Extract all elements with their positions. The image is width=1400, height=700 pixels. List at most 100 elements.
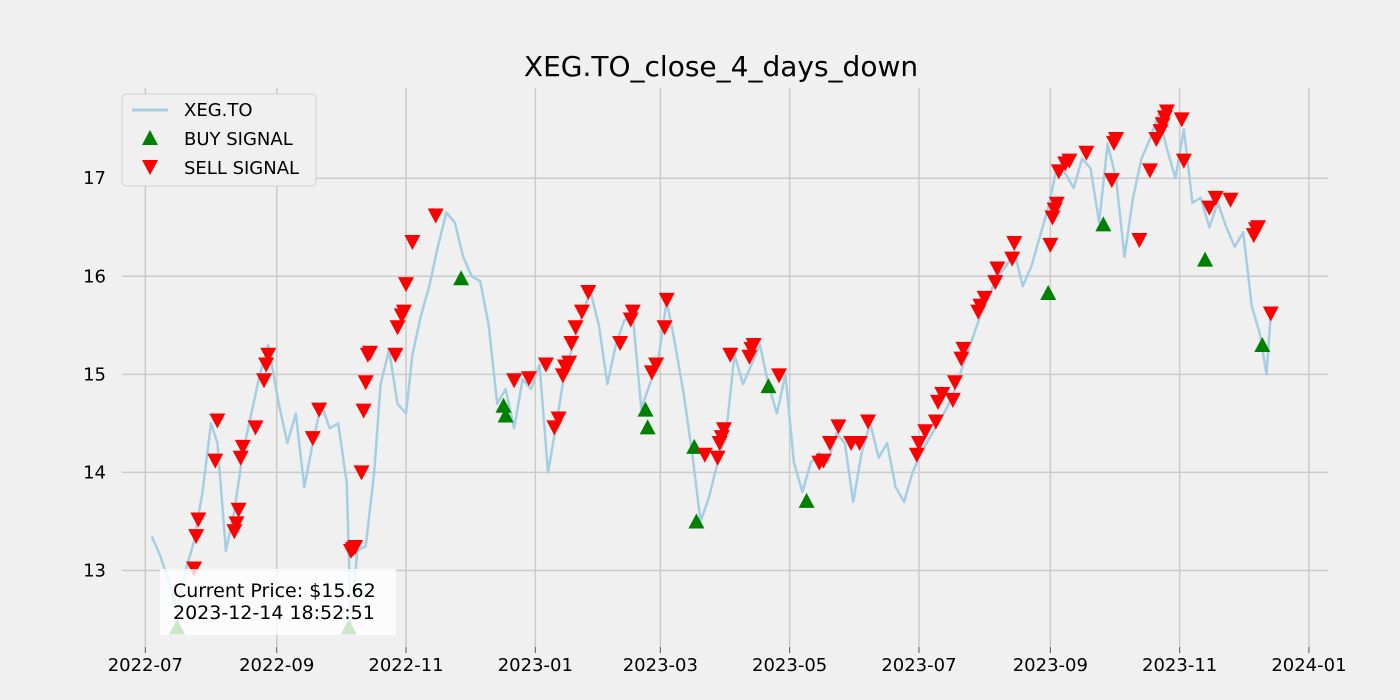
buy-signal-marker	[688, 513, 705, 529]
sell-signal-marker	[741, 349, 758, 365]
sell-signal-marker	[228, 516, 245, 532]
buy-signal-marker	[1095, 216, 1112, 232]
sell-signal-marker	[234, 439, 251, 455]
sell-signal-marker	[917, 424, 934, 440]
sell-signal-marker	[427, 208, 444, 224]
sell-signal-marker	[537, 357, 554, 373]
timestamp-label: 2023-12-14 18:52:51	[173, 602, 375, 624]
sell-signal-marker	[1201, 200, 1218, 216]
sell-signal-marker	[188, 529, 205, 545]
sell-signal-marker	[355, 403, 372, 419]
sell-signal-marker	[567, 320, 584, 336]
sell-signal-marker	[830, 419, 847, 435]
price-line	[150, 113, 1273, 626]
buy-signal-marker	[798, 492, 815, 508]
sell-signal-marker	[561, 355, 578, 371]
sell-signal-marker	[860, 414, 877, 430]
sell-signal-marker	[815, 453, 832, 469]
sell-signal-marker	[821, 436, 838, 452]
sell-signal-marker	[1250, 220, 1267, 236]
sell-signal-marker	[656, 320, 673, 336]
x-tick-label: 2023-09	[1013, 655, 1088, 676]
sell-signal-marker	[357, 375, 374, 391]
sell-signal-marker	[1173, 112, 1190, 128]
sell-signal-marker	[554, 368, 571, 384]
sell-signal-marker	[389, 320, 406, 336]
sell-signal-marker	[387, 347, 404, 363]
sell-signal-marker	[506, 373, 523, 389]
buy-signal-marker	[1254, 336, 1271, 352]
sell-signal-marker	[745, 337, 762, 353]
current-price-label: Current Price: $15.62	[173, 580, 376, 602]
sell-signal-marker	[624, 304, 641, 320]
sell-signal-marker	[361, 345, 378, 361]
sell-signal-marker	[580, 284, 597, 300]
x-tick-label: 2022-09	[239, 655, 314, 676]
legend-sell-marker	[142, 160, 158, 175]
buy-signal-marker	[495, 397, 512, 413]
buy-signal-marker	[1040, 284, 1057, 300]
legend-label-buy: BUY SIGNAL	[184, 129, 293, 150]
legend-label-sell: SELL SIGNAL	[184, 158, 299, 179]
y-tick-label: 15	[83, 364, 106, 385]
buy-signal-marker	[639, 419, 656, 435]
sell-signal-marker	[230, 502, 247, 518]
legend-box	[121, 93, 317, 187]
sell-signal-marker	[934, 386, 951, 402]
x-tick-label: 2024-01	[1271, 655, 1346, 676]
sell-signal-marker	[209, 413, 226, 429]
sell-signal-marker	[395, 304, 412, 320]
y-axis-ticks: 13 14 15 16 17	[83, 168, 106, 581]
sell-signal-marker	[1006, 235, 1023, 251]
sell-signal-marker	[1078, 145, 1095, 161]
sell-signal-marker	[1061, 153, 1078, 169]
sell-signal-marker	[550, 411, 567, 427]
sell-signal-marker	[304, 431, 321, 447]
legend-label-price: XEG.TO	[184, 100, 253, 121]
sell-signal-marker	[1222, 192, 1239, 208]
sell-signal-marker	[955, 341, 972, 357]
y-tick-label: 17	[83, 168, 106, 189]
sell-signal-layer	[186, 104, 1279, 577]
price-annotation: Current Price: $15.62 2023-12-14 18:52:5…	[160, 569, 396, 635]
x-tick-label: 2023-01	[498, 655, 573, 676]
sell-signal-marker	[1141, 163, 1158, 179]
sell-signal-marker	[256, 373, 273, 389]
sell-signal-marker	[398, 277, 415, 293]
sell-signal-marker	[696, 447, 713, 463]
sell-signal-marker	[1004, 251, 1021, 267]
sell-signal-marker	[1158, 104, 1175, 120]
sell-signal-marker	[715, 422, 732, 438]
sell-signal-marker	[353, 465, 370, 481]
legend-buy-marker	[142, 130, 158, 145]
sell-signal-marker	[658, 292, 675, 308]
sell-signal-marker	[207, 453, 224, 469]
sell-signal-marker	[927, 414, 944, 430]
sell-signal-marker	[1207, 190, 1224, 206]
sell-signal-marker	[311, 402, 328, 418]
sell-signal-marker	[709, 450, 726, 466]
sell-signal-marker	[1048, 196, 1065, 212]
sell-signal-marker	[648, 357, 665, 373]
x-tick-label: 2023-07	[881, 655, 956, 676]
sell-signal-marker	[260, 347, 277, 363]
buy-signal-marker	[497, 407, 514, 423]
sell-signal-marker	[563, 335, 580, 351]
sell-signal-marker	[987, 275, 1004, 291]
buy-signal-marker	[760, 378, 777, 394]
y-tick-label: 13	[83, 561, 106, 582]
grid	[122, 88, 1328, 647]
x-tick-label: 2022-07	[108, 655, 183, 676]
x-tick-label: 2022-11	[368, 655, 443, 676]
sell-signal-marker	[908, 447, 925, 463]
sell-signal-marker	[347, 539, 364, 555]
x-tick-label: 2023-03	[623, 655, 698, 676]
sell-signal-marker	[226, 524, 243, 540]
sell-signal-marker	[713, 430, 730, 446]
sell-signal-marker	[910, 436, 927, 452]
sell-signal-marker	[612, 335, 629, 351]
sell-signal-marker	[946, 375, 963, 391]
sell-signal-marker	[1044, 210, 1061, 226]
